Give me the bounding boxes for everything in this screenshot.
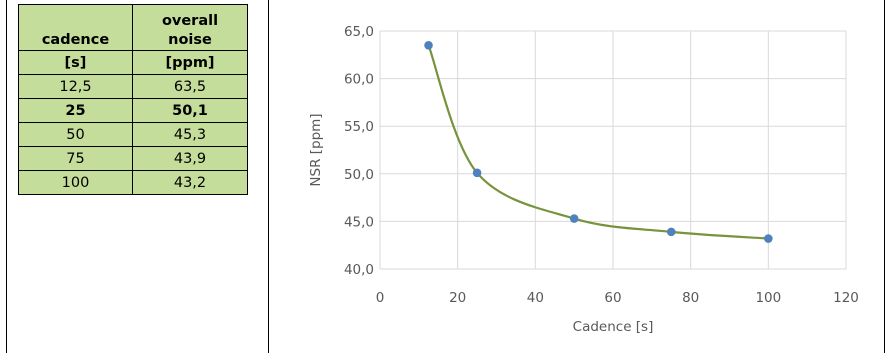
table-row: 25 50,1 bbox=[18, 98, 248, 123]
y-tick-label: 40,0 bbox=[344, 262, 374, 278]
data-points bbox=[424, 40, 773, 243]
y-tick-label: 50,0 bbox=[344, 167, 374, 183]
data-point bbox=[666, 227, 676, 237]
unit-noise: [ppm] bbox=[132, 50, 248, 75]
cell-cadence: 12,5 bbox=[18, 74, 133, 99]
table-row: 100 43,2 bbox=[18, 170, 248, 195]
frame-middle-border bbox=[268, 0, 269, 353]
x-tick-label: 0 bbox=[376, 290, 385, 306]
x-tick-label: 20 bbox=[449, 290, 466, 306]
cell-cadence: 75 bbox=[18, 146, 133, 171]
header-cadence-line2: cadence bbox=[41, 32, 110, 48]
nsr-chart: 40,0 45,0 50,0 55,0 60,0 65,0 0 20 40 60 80 100 120 … bbox=[282, 4, 882, 349]
table-unit-row: [s] [ppm] bbox=[18, 50, 248, 75]
gridlines bbox=[379, 30, 847, 270]
table-header-row: cadence overall noise bbox=[18, 4, 248, 51]
tick-labels: 40,0 45,0 50,0 55,0 60,0 65,0 0 20 40 60 80 100 120 bbox=[344, 24, 859, 306]
cell-noise: 43,9 bbox=[132, 146, 248, 171]
header-noise-line1: overall bbox=[161, 13, 219, 29]
header-noise-line2: noise bbox=[168, 32, 212, 48]
x-axis-title: Cadence [s] bbox=[573, 319, 654, 335]
cell-noise: 45,3 bbox=[132, 122, 248, 147]
x-tick-label: 120 bbox=[833, 290, 859, 306]
y-tick-label: 45,0 bbox=[344, 214, 374, 230]
x-tick-label: 80 bbox=[682, 290, 699, 306]
cell-cadence: 25 bbox=[18, 98, 133, 123]
cell-noise: 50,1 bbox=[132, 98, 248, 123]
unit-cadence: [s] bbox=[18, 50, 133, 75]
x-tick-label: 40 bbox=[527, 290, 544, 306]
header-noise: overall noise bbox=[132, 4, 248, 51]
data-table: cadence overall noise [s] [ppm] 12,5 63,… bbox=[18, 4, 248, 195]
x-tick-label: 100 bbox=[755, 290, 781, 306]
cell-noise: 43,2 bbox=[132, 170, 248, 195]
series-curve bbox=[427, 44, 769, 240]
y-tick-label: 60,0 bbox=[344, 72, 374, 88]
data-point bbox=[472, 168, 482, 178]
data-point bbox=[569, 214, 579, 223]
x-tick-label: 60 bbox=[604, 290, 621, 306]
header-cadence: cadence bbox=[18, 4, 133, 51]
data-point bbox=[424, 40, 433, 50]
table-row: 50 45,3 bbox=[18, 122, 248, 147]
data-point bbox=[764, 234, 773, 243]
frame-left-border bbox=[6, 0, 7, 353]
table-row: 75 43,9 bbox=[18, 146, 248, 171]
y-axis-title: NSR [ppm] bbox=[308, 113, 324, 186]
y-tick-label: 55,0 bbox=[344, 119, 374, 135]
y-tick-label: 65,0 bbox=[344, 24, 374, 40]
table-row: 12,5 63,5 bbox=[18, 74, 248, 99]
cell-cadence: 100 bbox=[18, 170, 133, 195]
chart-svg: 40,045,050,055,060,065,00 20 40 60 80 100 120 … bbox=[308, 24, 859, 335]
cell-cadence: 50 bbox=[18, 122, 133, 147]
cell-noise: 63,5 bbox=[132, 74, 248, 99]
